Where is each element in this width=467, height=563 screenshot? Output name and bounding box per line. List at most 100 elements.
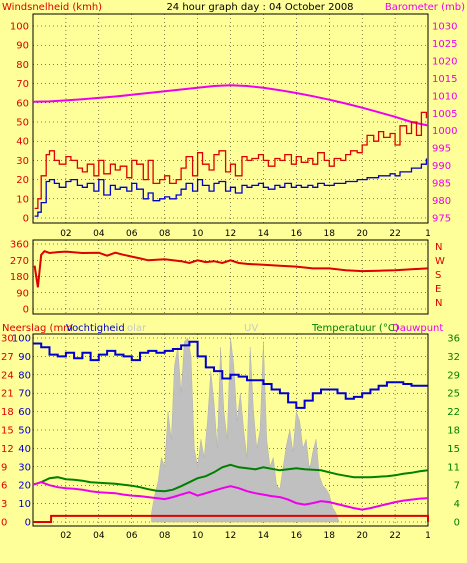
hum-tick-10: 100 [12, 334, 31, 345]
humidity-line [33, 340, 428, 409]
x-tick-top-4: 10 [192, 229, 204, 239]
wind-speed-line [34, 158, 428, 217]
dir-tick-3: 270 [10, 256, 29, 267]
x-tick-bottom-1: 04 [93, 531, 105, 541]
x-tick-top-3: 08 [159, 229, 171, 239]
rain-tick-10: 30 [1, 334, 14, 345]
barometer-line [32, 84, 429, 127]
temp-tick-0: 0 [454, 518, 460, 529]
x-tick-top-0: 02 [60, 229, 71, 239]
x-tick-bottom-6: 14 [258, 531, 270, 541]
dewpoint-line [32, 481, 429, 511]
x-tick-top-6: 14 [258, 229, 270, 239]
compass-tick-3: E [435, 284, 441, 295]
hum-tick-1: 10 [18, 499, 31, 510]
rain-tick-8: 24 [1, 370, 14, 381]
wind-tick-2: 20 [16, 175, 29, 186]
wind-tick-7: 70 [16, 79, 29, 90]
temp-tick-10: 36 [447, 334, 460, 345]
hum-tick-3: 30 [18, 462, 31, 473]
hum-tick-2: 20 [18, 481, 31, 492]
wind-tick-9: 90 [16, 41, 29, 52]
hum-tick-5: 50 [18, 426, 31, 437]
baro-tick-10: 1025 [432, 39, 457, 50]
rain-tick-3: 9 [1, 462, 7, 473]
temp-tick-1: 4 [454, 499, 460, 510]
rain-tick-0: 0 [1, 518, 7, 529]
uv-axis-label: UV [244, 323, 258, 334]
baro-tick-9: 1020 [432, 56, 457, 67]
solar-radiation-area [151, 337, 340, 523]
baro-tick-4: 995 [432, 144, 451, 155]
hum-tick-7: 70 [18, 389, 31, 400]
x-tick-top-2: 06 [126, 229, 138, 239]
baro-tick-1: 980 [432, 196, 451, 207]
baro-tick-5: 1000 [432, 126, 457, 137]
x-tick-top-7: 16 [291, 229, 303, 239]
dir-tick-0: 0 [23, 305, 29, 316]
x-tick-bottom-0: 02 [60, 531, 71, 541]
hum-tick-0: 0 [25, 518, 31, 529]
hum-tick-4: 40 [18, 444, 31, 455]
wind-gust-line [34, 111, 428, 210]
rain-tick-5: 15 [1, 426, 14, 437]
wind-tick-6: 60 [16, 98, 29, 109]
x-tick-top-11: 1 [425, 229, 431, 239]
tick-labels: 0202040406060808101012121414161618182020… [1, 22, 460, 542]
wind-tick-8: 80 [16, 60, 29, 71]
x-tick-top-10: 22 [389, 229, 400, 239]
temp-tick-6: 22 [447, 407, 460, 418]
hum-tick-6: 60 [18, 407, 31, 418]
dir-tick-1: 90 [16, 288, 29, 299]
dir-tick-4: 360 [10, 240, 29, 251]
temp-tick-8: 29 [447, 370, 460, 381]
baro-tick-8: 1015 [432, 74, 457, 85]
wind-direction-line [33, 250, 429, 288]
baro-tick-0: 975 [432, 214, 451, 225]
compass-tick-2: S [435, 270, 441, 281]
baro-tick-6: 1005 [432, 109, 457, 120]
wind-tick-10: 100 [10, 22, 29, 33]
compass-tick-1: W [435, 256, 445, 267]
rain-tick-2: 6 [1, 481, 7, 492]
wind-tick-3: 30 [16, 156, 29, 167]
x-tick-bottom-11: 1 [425, 531, 431, 541]
baro-tick-2: 985 [432, 179, 451, 190]
temp-tick-3: 11 [447, 462, 460, 473]
dewpoint-axis-label: Dauwpunt [392, 323, 443, 334]
compass-tick-0: N [435, 242, 442, 253]
x-tick-bottom-4: 10 [192, 531, 204, 541]
rain-axis-label: Neerslag (mm [2, 323, 73, 334]
temperature-line [32, 463, 429, 493]
x-tick-top-8: 18 [324, 229, 336, 239]
x-tick-bottom-5: 12 [225, 531, 236, 541]
rain-tick-6: 18 [1, 407, 14, 418]
rain-tick-9: 27 [1, 352, 14, 363]
temp-tick-5: 18 [447, 426, 460, 437]
series-lines [32, 84, 429, 523]
rainfall-line [33, 514, 429, 523]
temp-tick-9: 32 [447, 352, 460, 363]
x-tick-top-5: 12 [225, 229, 236, 239]
x-tick-bottom-8: 18 [324, 531, 336, 541]
baro-tick-3: 990 [432, 161, 451, 172]
x-tick-top-1: 04 [93, 229, 105, 239]
wind-tick-0: 0 [23, 214, 29, 225]
temp-tick-7: 25 [447, 389, 460, 400]
solar-area [151, 337, 340, 523]
baro-tick-11: 1030 [432, 22, 457, 33]
x-tick-bottom-3: 08 [159, 531, 171, 541]
dir-tick-2: 180 [10, 272, 29, 283]
humidity-axis-label: Vochtigheid [66, 323, 125, 334]
x-tick-top-9: 20 [356, 229, 368, 239]
hum-tick-8: 80 [18, 370, 31, 381]
baro-tick-7: 1010 [432, 91, 457, 102]
wind-tick-1: 10 [16, 194, 29, 205]
x-tick-bottom-10: 22 [389, 531, 400, 541]
wind-axis-label: Windsnelheid (kmh) [2, 2, 102, 13]
wind-tick-5: 50 [16, 118, 29, 129]
temp-tick-2: 7 [454, 481, 460, 492]
solar-axis-label: olar [127, 323, 147, 334]
temp-tick-4: 15 [447, 444, 460, 455]
